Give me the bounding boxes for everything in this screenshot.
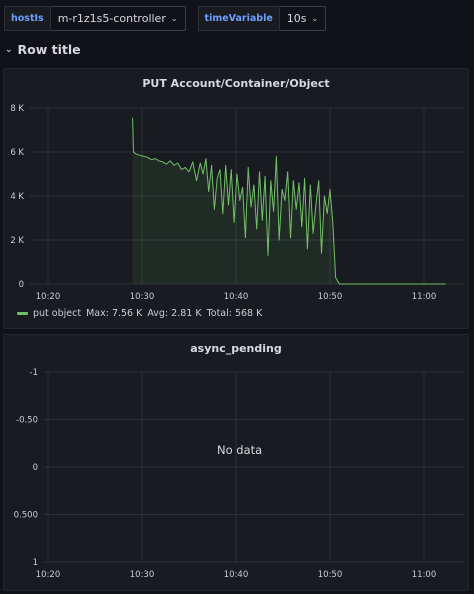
y-tick-label: 8 K — [10, 104, 24, 114]
legend-avg: Avg: 2.81 K — [147, 308, 202, 319]
x-tick-label: 10:20 — [36, 292, 61, 302]
y-tick-label: 0.500 — [14, 511, 38, 521]
variable-label-timevariable: timeVariable — [197, 6, 280, 31]
variable-select-hostis[interactable]: m-r1z1s5-controller ⌄ — [50, 6, 186, 31]
row-header[interactable]: ⌄ Row title — [5, 42, 81, 57]
y-tick-label: 0 — [19, 280, 24, 290]
y-tick-label: 0 — [33, 463, 38, 473]
panel-async-pending: async_pending 1 0.500 0 -0.50 -1 10:20 10:30 1… — [3, 334, 469, 591]
variable-value-timevariable: 10s — [286, 12, 307, 25]
legend-max: Max: 7.56 K — [86, 308, 143, 319]
x-tick-label: 11:00 — [412, 570, 437, 580]
x-tick-label: 10:50 — [318, 570, 343, 580]
x-tick-label: 10:50 — [318, 292, 343, 302]
legend[interactable]: put object Max: 7.56 K Avg: 2.81 K Total… — [17, 308, 262, 319]
variable-label-hostis: hostIs — [4, 6, 51, 31]
no-data-message: No data — [217, 443, 263, 457]
y-tick-label: 4 K — [10, 192, 24, 202]
legend-series-name: put object — [33, 308, 82, 319]
variable-select-timevariable[interactable]: 10s ⌄ — [279, 6, 327, 31]
x-tick-label: 10:40 — [224, 570, 249, 580]
x-tick-label: 10:30 — [130, 292, 155, 302]
legend-swatch — [17, 312, 28, 315]
y-tick-label: 6 K — [10, 148, 24, 158]
y-tick-label: 1 — [33, 558, 38, 568]
series-area — [132, 117, 446, 284]
legend-total: Total: 568 K — [206, 308, 263, 319]
put-object-chart: 0 2 K 4 K 6 K 8 K 10:20 10:30 10:40 10:50 11:00 — [10, 104, 464, 302]
series-line-put-object — [132, 117, 446, 285]
y-tick-label: -1 — [30, 368, 38, 378]
y-tick-label: 2 K — [10, 236, 24, 246]
async-pending-chart: 1 0.500 0 -0.50 -1 10:20 10:30 10:40 10:50 11:00 — [14, 368, 464, 580]
panel-title[interactable]: PUT Account/Container/Object — [142, 77, 330, 90]
panel-put-object: PUT Account/Container/Object 0 2 K 4 K 6 K 8… — [3, 68, 469, 329]
row-title: Row title — [17, 42, 81, 57]
variables-bar: hostIs m-r1z1s5-controller ⌄ timeVariabl… — [4, 6, 327, 31]
x-tick-label: 10:20 — [36, 570, 61, 580]
x-tick-label: 10:40 — [224, 292, 249, 302]
chevron-down-icon: ⌄ — [5, 44, 13, 55]
chevron-down-icon: ⌄ — [170, 14, 178, 23]
chevron-down-icon: ⌄ — [311, 14, 319, 23]
x-tick-label: 11:00 — [412, 292, 437, 302]
panel-title[interactable]: async_pending — [190, 342, 282, 355]
y-tick-label: -0.50 — [16, 416, 38, 426]
x-tick-label: 10:30 — [130, 570, 155, 580]
variable-value-hostis: m-r1z1s5-controller — [57, 12, 166, 25]
